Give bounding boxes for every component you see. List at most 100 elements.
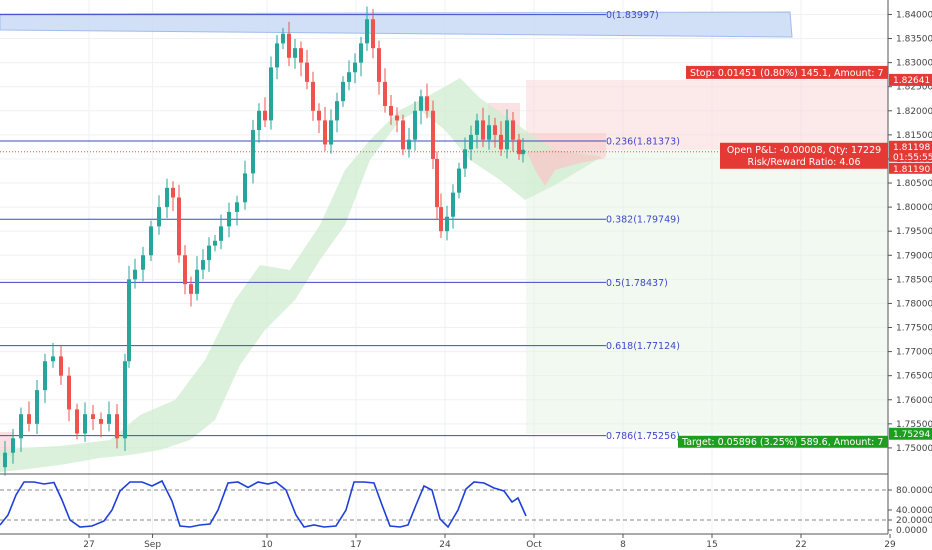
candle-body	[99, 419, 103, 424]
candle-57	[383, 68, 387, 113]
time-axis[interactable]: 27 Sep 10 17 24 Oct 8 15 22 29	[83, 534, 896, 550]
candle-body	[499, 134, 503, 150]
price-tick-label-1: 1.83500	[896, 35, 932, 45]
candle-body	[451, 192, 455, 217]
price-tick-label-7: 1.80500	[896, 179, 932, 189]
candle-body	[133, 269, 137, 280]
candle-41	[287, 21, 291, 67]
candle-body	[83, 414, 87, 434]
candle-body	[353, 62, 357, 73]
time-tick-label-8: 22	[795, 540, 806, 550]
candle-body	[389, 105, 393, 116]
candle-body	[67, 375, 71, 410]
countdown-tag: 01:55:55	[893, 153, 932, 163]
candle-body	[19, 414, 23, 439]
entry-price-tag-bg	[889, 162, 932, 174]
candle-45	[311, 71, 315, 121]
candle-38	[269, 56, 273, 130]
candle-body	[311, 81, 315, 111]
price-tick-label-17: 1.75500	[896, 420, 932, 430]
candle-34	[243, 160, 247, 210]
candle-body	[377, 48, 381, 82]
candle-77	[499, 121, 503, 156]
candle-62	[413, 101, 417, 151]
candle-73	[475, 113, 479, 149]
candle-64	[425, 83, 429, 119]
candle-21	[157, 195, 161, 235]
candle-body	[511, 120, 515, 140]
target-price-tag-bg	[889, 427, 932, 440]
candle-body	[401, 120, 405, 150]
candle-body	[469, 134, 473, 150]
candle-body	[171, 187, 175, 198]
candle-body	[149, 226, 153, 256]
candle-body	[235, 202, 239, 212]
candle-37	[263, 97, 267, 128]
candle-49	[335, 92, 339, 133]
candle-body	[219, 226, 223, 241]
price-tick-label-11: 1.78500	[896, 275, 932, 285]
candle-22	[165, 178, 169, 219]
candle-32	[227, 202, 231, 238]
candle-54	[365, 6, 369, 51]
stop-price-tag-bg	[889, 73, 932, 86]
price-tick-label-4: 1.82000	[896, 107, 932, 117]
candle-39	[275, 34, 279, 80]
price-tick-label-16: 1.76000	[896, 396, 932, 406]
trend-channel[interactable]	[0, 11, 793, 38]
candle-body	[383, 81, 387, 106]
candle-8	[59, 345, 63, 385]
candle-body	[207, 245, 211, 261]
time-tick-label-9: 29	[884, 540, 896, 550]
candle-74	[481, 107, 485, 148]
candle-body	[481, 120, 485, 140]
candle-61	[407, 127, 411, 158]
price-tick-label-18: 1.75000	[896, 444, 932, 454]
candle-body	[189, 284, 193, 294]
candle-body	[299, 48, 303, 63]
candle-18	[133, 258, 137, 289]
fib-label-5: 0.786(1.75256)	[606, 431, 680, 442]
candle-body	[293, 48, 297, 58]
candle-body	[141, 255, 145, 270]
candle-body	[127, 279, 131, 362]
candle-76	[493, 117, 497, 148]
candle-body	[493, 125, 497, 135]
stop-label-bg	[686, 65, 888, 79]
candle-56	[377, 40, 381, 95]
fib-label-4: 0.618(1.77124)	[606, 341, 680, 352]
candle-48	[329, 109, 333, 154]
pnl-box-bg	[720, 142, 888, 169]
candle-body	[347, 72, 351, 82]
candle-30	[213, 235, 217, 252]
candle-body	[227, 211, 231, 227]
osc-tick-label-0: 80.0000	[896, 486, 932, 496]
price-tick-label-3: 1.82500	[896, 83, 932, 93]
time-tick-label-7: 15	[706, 540, 717, 550]
time-tick-label-6: 8	[620, 540, 626, 550]
candle-31	[219, 214, 223, 250]
candle-body	[329, 120, 333, 145]
candle-53	[359, 36, 363, 77]
price-tick-label-2: 1.83000	[896, 59, 932, 69]
candle-15	[115, 404, 119, 449]
candle-10	[75, 403, 79, 440]
candle-body	[517, 139, 521, 155]
candlestick-series	[0, 6, 888, 476]
time-tick-label-0: 27	[83, 540, 94, 550]
candle-body	[407, 139, 411, 150]
candle-body	[323, 120, 327, 145]
candle-26	[189, 276, 193, 307]
target-label-text: Target: 0.05896 (3.25%) 589.6, Amount: 7	[681, 437, 883, 448]
candle-body	[371, 19, 375, 49]
osc-tick-label-1: 40.0000	[896, 506, 932, 516]
fib-label-2: 0.382(1.79749)	[606, 215, 680, 226]
price-tick-label-0: 1.84000	[896, 10, 932, 20]
candle-66	[435, 151, 439, 220]
candle-2	[11, 429, 15, 464]
candle-36	[257, 103, 261, 143]
candle-4	[27, 401, 31, 432]
candle-body	[341, 81, 345, 102]
ichimoku-cloud	[0, 78, 606, 472]
